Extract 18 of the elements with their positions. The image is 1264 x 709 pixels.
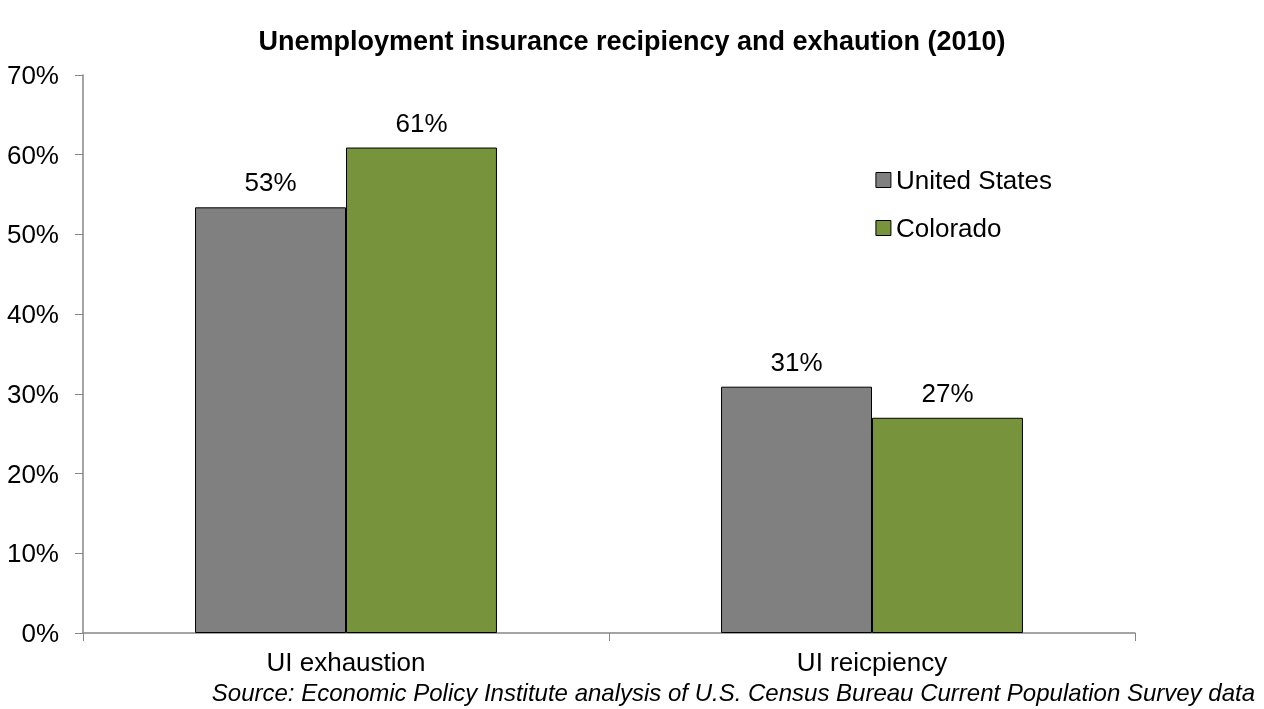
- chart-title: Unemployment insurance recipiency and exhaution (2010): [258, 25, 1006, 56]
- data-label: 31%: [770, 346, 823, 377]
- data-label: 27%: [921, 377, 974, 408]
- y-tick-label: 10%: [6, 538, 59, 569]
- data-label: 61%: [395, 107, 448, 138]
- legend-label: United States: [895, 165, 1052, 195]
- x-tick-label: UI exhaustion: [266, 647, 426, 677]
- source-note: Source: Economic Policy Institute analysis of U.S. Census Bureau Current Population Survey data: [211, 678, 1256, 706]
- legend-label: Colorado: [895, 213, 1002, 243]
- y-tick-label: 50%: [6, 219, 59, 250]
- y-tick-label: 40%: [6, 299, 59, 330]
- data-label: 53%: [244, 167, 297, 198]
- y-tick-label: 30%: [6, 378, 59, 409]
- y-tick-label: 60%: [6, 139, 59, 170]
- y-tick-label: 20%: [6, 458, 59, 489]
- y-tick-label: 0%: [21, 618, 59, 648]
- x-tick-label: UI reicpiency: [796, 647, 948, 677]
- y-tick-label: 70%: [6, 60, 59, 90]
